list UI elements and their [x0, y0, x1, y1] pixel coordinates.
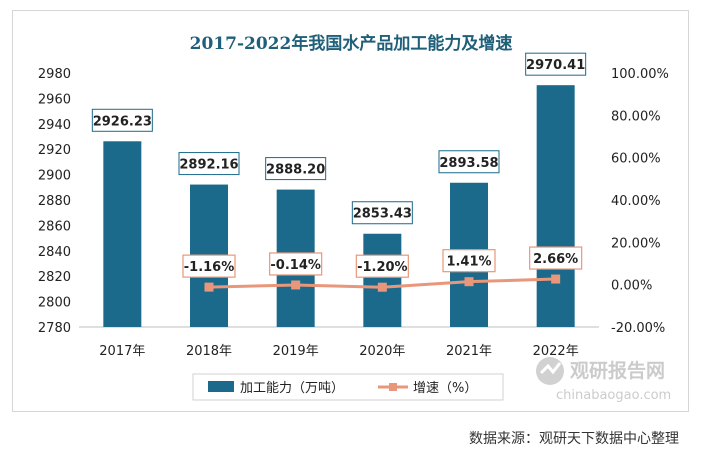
- y-left-tick-label: 2880: [38, 194, 71, 209]
- line-point: [291, 280, 301, 290]
- bar-data-label: 2926.23: [93, 114, 152, 129]
- y-right-tick-label: 20.00%: [611, 236, 661, 251]
- y-left-tick-label: 2840: [38, 245, 71, 260]
- y-left-tick-label: 2800: [38, 296, 71, 311]
- bar-data-label: 2892.16: [179, 158, 238, 173]
- bar-data-label: 2893.58: [439, 156, 498, 171]
- line-series: [204, 274, 561, 292]
- y-right-tick-label: 100.00%: [611, 67, 669, 82]
- x-tick-label: 2017年: [99, 344, 145, 359]
- x-tick-label: 2021年: [446, 344, 492, 359]
- x-tick-label: 2018年: [186, 344, 232, 359]
- y-right-tick-label: 60.00%: [611, 152, 661, 167]
- line-label-box: [269, 252, 323, 276]
- bar-label-box: [351, 201, 413, 225]
- legend-border: [192, 373, 504, 401]
- bar-label-box: [91, 108, 153, 132]
- bar-label-box: [178, 152, 240, 176]
- y-left-tick-label: 2820: [38, 270, 71, 285]
- y-left-tick-label: 2940: [38, 118, 71, 133]
- chart-frame: 2017-2022年我国水产品加工能力及增速 2780 2800 2820 2840 2…: [12, 10, 689, 412]
- source-note: 数据来源：观研天下数据中心整理: [469, 431, 679, 447]
- right-axis: -20.00% 0.00% 20.00% 40.00% 60.00% 80.00% 100.…: [611, 67, 669, 336]
- legend-line-marker: [389, 383, 397, 391]
- x-tick-label: 2022年: [533, 344, 579, 359]
- bar: [103, 141, 142, 327]
- watermark-url: chinabaogao.com: [556, 388, 671, 403]
- x-axis-ticks: 2017年 2018年 2019年 2020年 2021年 2022年: [99, 344, 578, 359]
- line-data-label: -1.20%: [357, 260, 408, 275]
- watermark-brand: 观研报告网: [570, 359, 665, 382]
- y-left-tick-label: 2980: [38, 67, 71, 82]
- line-point: [204, 282, 214, 292]
- line-label-box: [182, 254, 236, 278]
- line-data-label: -1.16%: [184, 260, 235, 275]
- line-data-label: -0.14%: [270, 258, 321, 273]
- watermark: 观研报告网 chinabaogao.com: [536, 357, 671, 403]
- line-point: [464, 277, 474, 287]
- legend-bar-label: 加工能力（万吨）: [240, 381, 344, 396]
- line-point: [551, 274, 561, 284]
- left-axis: 2780 2800 2820 2840 2860 2880 2900 2920 2940 2960…: [38, 67, 599, 336]
- y-right-tick-label: 80.00%: [611, 109, 661, 124]
- legend-line-label: 增速（%）: [413, 381, 477, 396]
- bar-data-label: 2888.20: [266, 163, 325, 178]
- legend-bar-swatch: [208, 381, 234, 392]
- bar-series: [103, 85, 575, 328]
- chart-title: 2017-2022年我国水产品加工能力及增速: [190, 33, 513, 54]
- y-left-tick-label: 2900: [38, 169, 71, 184]
- bar-label-box: [525, 52, 587, 76]
- y-right-tick-label: -20.00%: [611, 321, 665, 336]
- line-data-label: 2.66%: [533, 252, 578, 267]
- y-right-tick-label: 40.00%: [611, 194, 661, 209]
- bar-label-box: [265, 157, 327, 181]
- line-data-labels: -1.16% -0.14% -1.20% 1.41% 2.66%: [182, 246, 583, 278]
- legend: 加工能力（万吨） 增速（%）: [192, 373, 504, 401]
- bar: [363, 233, 402, 327]
- bar-data-label: 2853.43: [353, 207, 412, 222]
- y-left-tick-label: 2920: [38, 143, 71, 158]
- x-tick-label: 2019年: [273, 344, 319, 359]
- line-point: [377, 282, 387, 292]
- y-left-tick-label: 2780: [38, 321, 71, 336]
- line-label-box: [442, 249, 496, 273]
- y-left-tick-label: 2860: [38, 219, 71, 234]
- y-right-tick-label: 0.00%: [611, 279, 652, 294]
- bar-label-box: [438, 150, 500, 174]
- chart: 2017-2022年我国水产品加工能力及增速 27802800282028402…: [38, 33, 671, 403]
- line-label-box: [529, 246, 583, 270]
- line-label-box: [355, 254, 409, 278]
- x-tick-label: 2020年: [359, 344, 405, 359]
- bar-data-label: 2970.41: [526, 58, 585, 73]
- line-data-label: 1.41%: [446, 255, 491, 270]
- watermark-logo-icon: [536, 357, 564, 385]
- bar-data-labels: 2926.23 2892.16 2888.20 2853.43 2893.58 2970.…: [91, 52, 587, 225]
- bar: [536, 85, 575, 328]
- y-left-tick-label: 2960: [38, 92, 71, 107]
